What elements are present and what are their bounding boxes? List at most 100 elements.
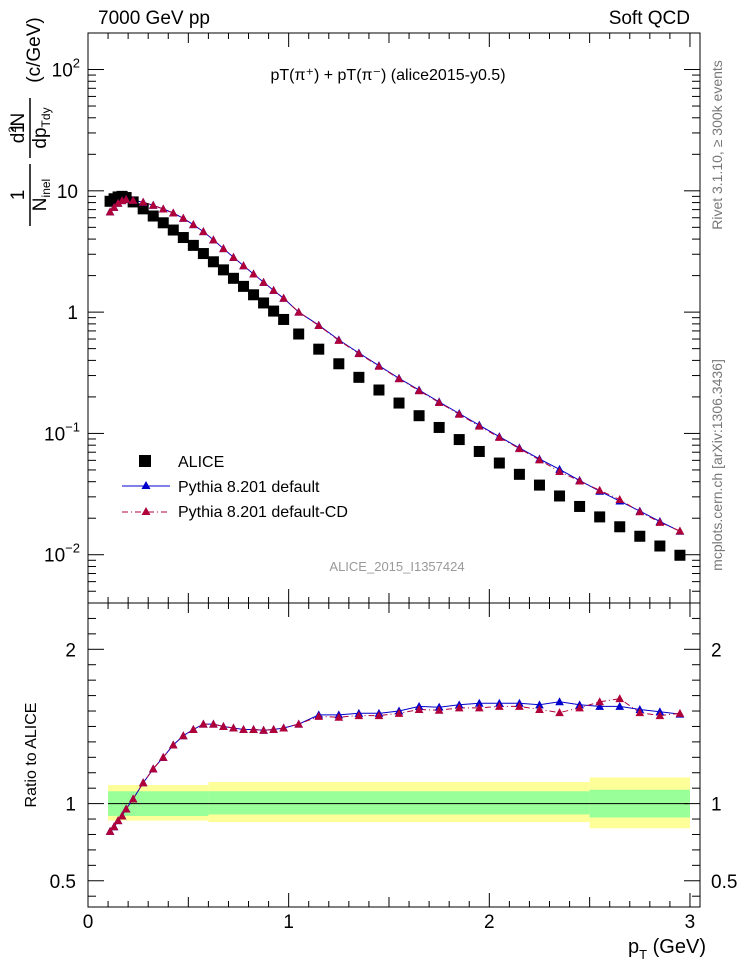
ratio-default-point-37 — [615, 701, 625, 710]
cd-point-37 — [615, 495, 625, 504]
alice-point-25 — [373, 384, 385, 396]
ratio-ytick-label-left-0: 0.5 — [50, 872, 76, 893]
main-ylabel: 1 Ninel 1 d2N dpTdy (c/GeV) — [7, 17, 53, 226]
ratio-cd-point-38 — [635, 708, 645, 717]
alice-point-40 — [674, 549, 686, 561]
cd-point-40 — [675, 526, 685, 535]
ratio-default-point-33 — [535, 700, 544, 709]
ratio-ytick-label-right-0: 0.5 — [711, 872, 737, 893]
cd-point-24 — [354, 349, 364, 358]
ratio-cd-point-40 — [675, 708, 685, 717]
alice-point-22 — [313, 343, 325, 355]
ratio-cd-point-12 — [199, 719, 208, 728]
cd-point-20 — [279, 293, 288, 302]
ratio-cd-point-25 — [374, 711, 384, 720]
alice-point-34 — [554, 490, 566, 502]
main-ytick-label-1: 10−1 — [44, 419, 80, 445]
energy-label: 7000 GeV pp — [98, 8, 210, 29]
xlabel: pT (GeV) — [628, 936, 706, 962]
ratio-cd-point-6 — [138, 778, 148, 787]
ratio-cd-point-28 — [434, 705, 444, 714]
ratio-default-point-34 — [555, 697, 564, 706]
legend: ALICE Pythia 8.201 default Pythia 8.201 … — [122, 454, 348, 521]
legend-cd-marker — [141, 507, 151, 515]
ratio-cd-point-8 — [158, 752, 168, 761]
ratio-cd-point-26 — [394, 708, 404, 717]
cd-point-7 — [148, 200, 158, 209]
alice-point-39 — [654, 540, 666, 552]
svg-text:dpTdy: dpTdy — [30, 107, 53, 148]
ratio-default-point-36 — [595, 701, 604, 710]
ratio-cd-point-39 — [655, 711, 665, 720]
ratio-cd-point-5 — [128, 794, 138, 803]
ratio-cd-point-9 — [168, 740, 178, 749]
cd-point-23 — [334, 335, 344, 344]
ytick-exp: 2 — [73, 56, 80, 71]
alice-point-8 — [157, 217, 169, 229]
cd-point-34 — [555, 467, 564, 476]
ylabel-d2: d — [8, 133, 29, 144]
cd-point-38 — [635, 507, 645, 516]
analysis-label: ALICE_2015_I1357424 — [329, 559, 464, 574]
xlabel-unit: (GeV) — [647, 936, 706, 958]
alice-point-29 — [453, 434, 465, 446]
main-ytick-label-3: 10 — [57, 182, 78, 203]
ratio-cd-point-15 — [229, 723, 238, 732]
alice-point-23 — [333, 358, 345, 370]
ratio-cd-point-21 — [294, 719, 303, 728]
ylabel-unit: (c/GeV) — [24, 17, 45, 82]
xlabel-sub: T — [639, 947, 647, 962]
alice-point-11 — [187, 239, 199, 251]
process-label: Soft QCD — [609, 8, 690, 29]
cd-point-39 — [655, 517, 665, 526]
ylabel-num: 1 — [8, 123, 29, 134]
alice-point-26 — [393, 397, 405, 409]
cd-point-14 — [219, 244, 228, 253]
ylabel-dp: dp — [30, 127, 51, 148]
x-tick-label-2: 2 — [484, 912, 495, 933]
plot-title: pT(π⁺) + pT(π⁻) (alice2015-y0.5) — [270, 67, 505, 84]
alice-point-10 — [177, 232, 189, 244]
ratio-cd-point-37 — [615, 694, 625, 703]
svg-text:1: 1 — [8, 123, 29, 134]
cd-point-5 — [128, 195, 138, 204]
cd-point-19 — [269, 285, 278, 294]
ratio-cd-point-3 — [117, 811, 127, 820]
ylabel-N: N — [8, 113, 29, 127]
alice-point-19 — [268, 305, 280, 317]
cd-point-29 — [454, 409, 464, 418]
ratio-cd-point-14 — [219, 721, 228, 730]
ratio-cd-point-4 — [121, 804, 131, 813]
alice-point-16 — [238, 280, 250, 292]
band-inner-1 — [208, 791, 590, 815]
alice-point-38 — [634, 530, 646, 542]
ytick-exp: −1 — [65, 419, 80, 434]
ratio-cd-point-35 — [575, 703, 584, 712]
ratio-cd-point-32 — [515, 701, 524, 710]
alice-point-28 — [433, 421, 445, 433]
ratio-cd-point-33 — [535, 704, 544, 713]
mcplots-label: mcplots.cern.ch [arXiv:1306.3436] — [709, 359, 725, 571]
x-tick-label-3: 3 — [685, 912, 696, 933]
rivet-label: Rivet 3.1.10, ≥ 300k events — [709, 60, 725, 230]
cd-point-13 — [209, 235, 218, 244]
legend-alice-marker — [139, 455, 151, 467]
cd-point-9 — [168, 208, 178, 217]
cd-point-18 — [259, 277, 268, 286]
cd-point-16 — [239, 261, 248, 270]
alice-point-7 — [147, 210, 159, 222]
alice-point-15 — [227, 272, 239, 284]
alice-point-21 — [293, 328, 305, 340]
alice-point-33 — [533, 479, 545, 491]
ratio-cd-point-11 — [189, 725, 198, 734]
ratio-cd-point-24 — [354, 711, 364, 720]
cd-point-25 — [374, 361, 384, 370]
main-ytick-label-4: 102 — [52, 56, 80, 82]
alice-point-32 — [513, 468, 525, 480]
cd-point-15 — [229, 252, 238, 261]
alice-point-20 — [278, 313, 290, 325]
ytick-base: 10 — [57, 182, 78, 203]
legend-default-label: Pythia 8.201 default — [178, 479, 320, 496]
cd-point-32 — [515, 444, 524, 453]
